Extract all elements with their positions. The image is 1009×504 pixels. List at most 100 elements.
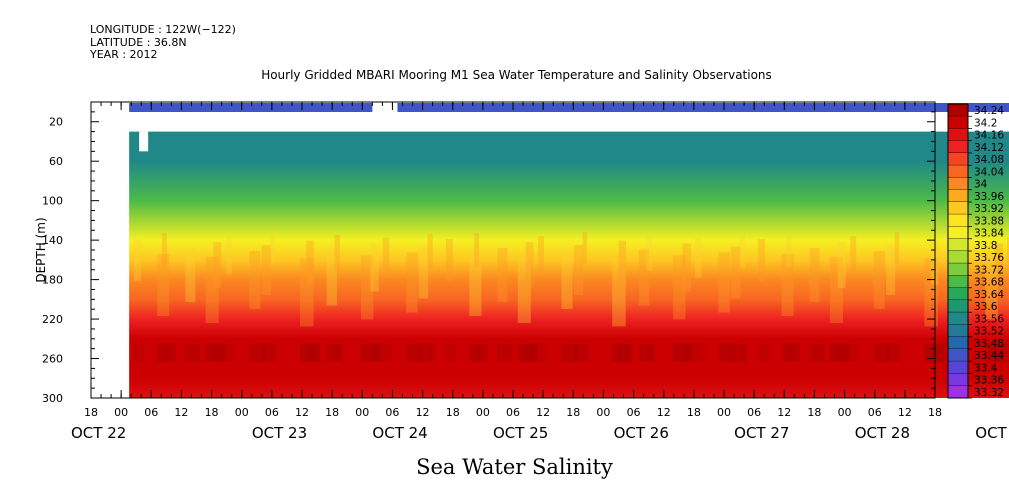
colorbar-swatch (948, 177, 968, 191)
colorbar-label: 33.64 (974, 289, 1004, 301)
salinity-patch (837, 242, 846, 289)
x-tick-label: 00 (355, 406, 369, 419)
salinity-patch (406, 343, 424, 362)
colorbar-swatch (948, 361, 968, 374)
salinity-patch (718, 252, 730, 313)
colorbar-label: 33.76 (974, 252, 1004, 264)
salinity-patch (682, 343, 696, 362)
salinity-patch (730, 246, 741, 299)
colorbar-swatch (948, 104, 968, 117)
x-tick-label: 12 (898, 406, 912, 419)
salinity-patch (739, 233, 745, 269)
salinity-patch (382, 343, 393, 362)
salinity-patch (525, 343, 538, 362)
salinity-patch (525, 242, 534, 289)
salinity-patch (360, 343, 380, 362)
colorbar-label: 33.84 (974, 228, 1004, 240)
salinity-patch (326, 343, 343, 362)
colorbar-swatch (948, 189, 968, 203)
x-day-label: OCT 23 (252, 424, 307, 442)
salinity-patch (300, 343, 321, 362)
salinity-patch (213, 242, 222, 289)
salinity-patch (612, 343, 633, 362)
x-tick-label: 12 (295, 406, 309, 419)
salinity-patch (638, 343, 655, 362)
salinity-patch (306, 343, 318, 362)
colorbar-swatch (948, 128, 968, 142)
salinity-patch (561, 343, 578, 362)
salinity-patch (334, 343, 343, 362)
x-tick-label: 18 (566, 406, 580, 419)
colorbar-swatch (948, 349, 968, 362)
salinity-patch (894, 343, 902, 362)
salinity-patch (886, 245, 896, 296)
salinity-patch (582, 343, 590, 362)
colorbar-label: 33.52 (974, 326, 1004, 338)
salinity-patch (694, 237, 702, 278)
colorbar: 34.2434.234.1634.1234.0834.043433.9633.9… (947, 103, 1004, 399)
salinity-patch (730, 343, 746, 362)
x-tick-label: 00 (717, 406, 731, 419)
salinity-patch (873, 343, 891, 362)
colorbar-label: 34.08 (974, 154, 1004, 166)
colorbar-label: 33.4 (974, 362, 998, 374)
x-tick-label: 00 (235, 406, 249, 419)
salinity-patch (850, 343, 860, 362)
colorbar-label: 33.72 (974, 264, 1004, 276)
salinity-patch (673, 343, 692, 362)
salinity-patch (205, 256, 219, 323)
y-tick-label: 100 (42, 195, 63, 208)
x-tick-label: 06 (506, 406, 520, 419)
salinity-patch (427, 343, 436, 362)
colorbar-swatch (948, 275, 968, 289)
x-tick-label: 18 (205, 406, 219, 419)
salinity-patch (326, 249, 338, 306)
colorbar-swatch (948, 238, 968, 252)
salinity-patch (306, 240, 314, 285)
colorbar-swatch (948, 324, 968, 338)
salinity-patch (561, 250, 573, 309)
salinity-patch (682, 243, 691, 292)
salinity-patch (638, 249, 650, 306)
x-tick-label: 06 (265, 406, 279, 419)
salinity-patch (673, 255, 686, 320)
longitude-label: LONGITUDE : 122W(−122) (90, 23, 236, 36)
salinity-patch (157, 253, 170, 316)
colorbar-label: 33.68 (974, 277, 1004, 289)
mooring-metadata: LONGITUDE : 122W(−122) LATITUDE : 36.8N … (90, 23, 236, 62)
colorbar-swatch (948, 251, 968, 264)
salinity-patch (873, 250, 885, 309)
salinity-patch (758, 343, 769, 362)
colorbar-label: 33.32 (974, 387, 1004, 399)
salinity-patch (133, 239, 141, 282)
salinity-patch (517, 343, 538, 362)
colorbar-swatch (948, 214, 968, 227)
x-tick-label: 06 (868, 406, 882, 419)
x-tick-label: 00 (114, 406, 128, 419)
salinity-patch (924, 343, 945, 362)
salinity-patch (517, 256, 531, 323)
salinity-patch (161, 233, 167, 268)
salinity-patch (185, 248, 196, 303)
x-day-label: OCT 24 (372, 424, 427, 442)
y-tick-label: 140 (42, 234, 63, 247)
salinity-patch (538, 236, 545, 275)
salinity-patch (758, 239, 766, 282)
x-tick-label: 18 (446, 406, 460, 419)
salinity-patch (1007, 237, 1009, 278)
salinity-patch (930, 343, 942, 362)
x-tick-label: 06 (144, 406, 158, 419)
salinity-patch (786, 343, 794, 362)
colorbar-label: 34.2 (974, 117, 997, 129)
salinity-patch (249, 250, 261, 309)
salinity-patch (300, 258, 314, 327)
x-day-label: OCT 22 (71, 424, 126, 442)
y-tick-label: 60 (49, 155, 63, 168)
salinity-patch (213, 343, 226, 362)
salinity-patch (786, 233, 792, 268)
colorbar-label: 33.56 (974, 313, 1004, 325)
x-tick-label: 18 (807, 406, 821, 419)
salinity-patch (360, 255, 374, 320)
salinity-patch (573, 245, 583, 296)
salinity-patch (894, 231, 900, 264)
